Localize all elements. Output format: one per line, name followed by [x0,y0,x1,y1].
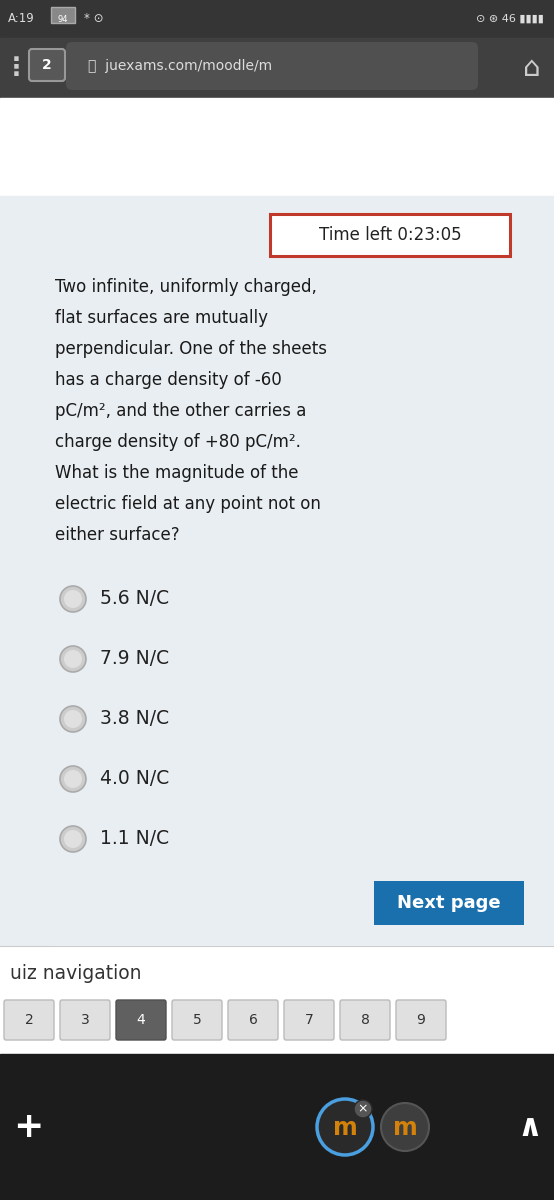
Bar [0,38,554,98]
Text: 4.0 N/C: 4.0 N/C [100,769,170,788]
Text: 4: 4 [137,1013,145,1027]
Text: A:19: A:19 [8,12,35,25]
Text: ⋮: ⋮ [3,56,28,80]
Circle shape [60,586,86,612]
Text: pC/m², and the other carries a: pC/m², and the other carries a [55,402,306,420]
Text: ×: × [358,1103,368,1116]
Text: Next page: Next page [397,894,501,912]
Text: has a charge density of -60: has a charge density of -60 [55,371,282,389]
Circle shape [64,710,82,728]
Circle shape [60,706,86,732]
Circle shape [354,1100,372,1118]
Text: uiz navigation: uiz navigation [10,964,141,983]
FancyBboxPatch shape [66,42,478,90]
Text: ∧: ∧ [517,1112,542,1141]
Text: m: m [393,1116,417,1140]
Text: charge density of +80 pC/m².: charge density of +80 pC/m². [55,433,301,451]
FancyBboxPatch shape [116,1000,166,1040]
Text: 3: 3 [81,1013,89,1027]
Text: 7.9 N/C: 7.9 N/C [100,649,169,668]
FancyBboxPatch shape [284,1000,334,1040]
Circle shape [60,646,86,672]
Text: 2: 2 [24,1013,33,1027]
Circle shape [64,770,82,788]
FancyBboxPatch shape [172,1000,222,1040]
Text: Two infinite, uniformly charged,: Two infinite, uniformly charged, [55,278,317,296]
Bar [0,0,554,38]
FancyBboxPatch shape [270,214,510,256]
FancyBboxPatch shape [0,196,52,946]
Text: 2: 2 [42,58,52,72]
Circle shape [60,766,86,792]
Bar [0,98,554,196]
Text: m: m [332,1116,357,1140]
Circle shape [60,826,86,852]
FancyBboxPatch shape [340,1000,390,1040]
Text: electric field at any point not on: electric field at any point not on [55,494,321,514]
FancyBboxPatch shape [228,1000,278,1040]
Text: either surface?: either surface? [55,526,179,544]
Text: 5.6 N/C: 5.6 N/C [100,589,169,608]
Text: perpendicular. One of the sheets: perpendicular. One of the sheets [55,340,327,358]
FancyBboxPatch shape [396,1000,446,1040]
Bar [0,196,554,946]
Text: 8: 8 [361,1013,370,1027]
FancyBboxPatch shape [51,7,75,23]
Circle shape [381,1103,429,1151]
Text: 94: 94 [58,14,68,24]
Text: 1.1 N/C: 1.1 N/C [100,829,169,848]
Text: 3.8 N/C: 3.8 N/C [100,709,169,728]
Bar [0,1054,554,1200]
FancyBboxPatch shape [60,1000,110,1040]
Circle shape [317,1099,373,1154]
FancyBboxPatch shape [374,881,524,925]
Text: Time left 0:23:05: Time left 0:23:05 [319,226,461,244]
FancyBboxPatch shape [4,1000,54,1040]
Text: What is the magnitude of the: What is the magnitude of the [55,464,299,482]
Text: 5: 5 [193,1013,201,1027]
Text: ⌂: ⌂ [523,54,541,82]
Circle shape [64,830,82,848]
Text: 7: 7 [305,1013,314,1027]
FancyBboxPatch shape [29,49,65,80]
Text: ⊙ ⊛ 46 ▮▮▮▮: ⊙ ⊛ 46 ▮▮▮▮ [476,14,544,24]
Text: 9: 9 [417,1013,425,1027]
Text: 6: 6 [249,1013,258,1027]
Bar [0,946,554,1054]
Text: +: + [13,1110,43,1144]
Circle shape [64,650,82,668]
Text: flat surfaces are mutually: flat surfaces are mutually [55,308,268,326]
Text: 🔒  juexams.com/moodle/m: 🔒 juexams.com/moodle/m [88,59,272,73]
Text: * ⊙: * ⊙ [84,12,104,25]
Circle shape [64,590,82,608]
